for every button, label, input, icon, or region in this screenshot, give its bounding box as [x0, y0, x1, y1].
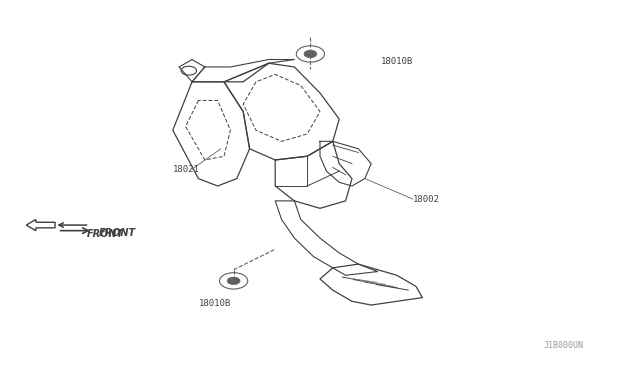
Text: FRONT: FRONT [86, 230, 124, 239]
Text: 18010B: 18010B [381, 57, 413, 66]
Text: 18002: 18002 [413, 195, 440, 203]
Circle shape [304, 50, 317, 58]
Text: 18010B: 18010B [198, 299, 230, 308]
Circle shape [227, 277, 240, 285]
Text: FRONT: FRONT [99, 228, 136, 237]
Text: J1B000UN: J1B000UN [543, 341, 583, 350]
Text: 18021: 18021 [173, 165, 200, 174]
